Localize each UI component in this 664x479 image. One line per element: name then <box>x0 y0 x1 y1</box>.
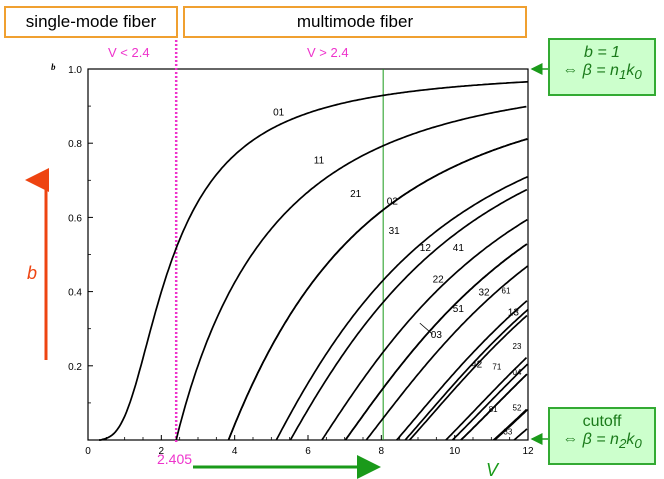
x-tick-label: 0 <box>85 446 91 457</box>
mode-label-51: 51 <box>453 304 465 315</box>
y-tick-label: 0.6 <box>68 213 82 224</box>
mode-label-01: 01 <box>273 107 285 118</box>
mode-03-leader <box>419 322 433 335</box>
cutoff-value-label: 2.405 <box>157 451 192 467</box>
axis-ticks: 0 2 4 6 8 10 120.20.40.60.81.0 <box>68 65 534 457</box>
v-greater-label: V > 2.4 <box>307 45 349 60</box>
single-mode-label: single-mode fiber <box>25 12 157 31</box>
mode-curve-03 <box>344 243 528 441</box>
mode-label-21: 21 <box>350 189 362 200</box>
mode-curve-61 <box>408 314 528 441</box>
reference-lines <box>174 40 384 444</box>
mode-label-33: 33 <box>503 427 512 436</box>
y-tick-label: 0.8 <box>68 139 82 150</box>
v-less-label: V < 2.4 <box>108 45 150 60</box>
cutoff-box: cutoff ⇔ β = n2k0 <box>548 407 656 465</box>
x-tick-label: 12 <box>522 446 534 457</box>
x-tick-label: 6 <box>305 446 311 457</box>
mode-label-22: 22 <box>433 274 445 285</box>
single-mode-header: single-mode fiber <box>4 6 178 38</box>
mode-labels: 01 11 21 02 31 12 41 22 03 51 32 61 13 42 71 23 04 81 52 33 <box>273 107 522 436</box>
b-equals-one-text: b = 1 <box>583 44 621 61</box>
mode-label-42: 42 <box>471 360 483 371</box>
mode-curve-04 <box>460 373 528 441</box>
mode-curve-01 <box>99 80 529 441</box>
x-tick-label: 4 <box>232 446 238 457</box>
mode-curve-42 <box>445 356 528 441</box>
mode-curve-11 <box>175 105 527 441</box>
mode-curves <box>99 80 529 441</box>
mode-label-11: 11 <box>314 156 325 167</box>
x-tick-label: 2 <box>159 446 165 457</box>
y-tick-label: 0.2 <box>68 362 82 373</box>
mode-curve-12 <box>289 188 528 441</box>
mode-label-32: 32 <box>478 287 490 298</box>
mode-curve-32 <box>396 300 528 441</box>
b-small-axis-label: b <box>51 62 56 72</box>
cutoff-text: cutoff <box>582 413 622 430</box>
mode-curve-02 <box>227 138 528 441</box>
beta-n2k0-text: ⇔ β = n2k0 <box>562 431 642 452</box>
mode-curve-13 <box>404 308 529 441</box>
mode-curve-41 <box>321 218 528 441</box>
mode-label-52: 52 <box>513 403 522 412</box>
multimode-header: multimode fiber <box>183 6 527 38</box>
mode-label-23: 23 <box>513 342 522 351</box>
mode-label-61: 61 <box>502 286 511 295</box>
mode-curve-31 <box>275 176 528 441</box>
mode-curve-51 <box>365 265 529 441</box>
beta-n1k0-text: ⇔ β = n1k0 <box>562 62 642 83</box>
mode-label-81: 81 <box>489 405 498 414</box>
x-tick-label: 8 <box>379 446 385 457</box>
mode-curve-33 <box>513 428 528 441</box>
y-tick-label: 1.0 <box>68 65 82 76</box>
b-axis-letter: b <box>27 263 37 283</box>
mode-curve-52 <box>492 408 528 441</box>
mode-label-03: 03 <box>431 330 443 341</box>
mode-label-13: 13 <box>508 308 520 319</box>
v-axis-letter: V <box>486 460 500 479</box>
mode-label-12: 12 <box>420 243 432 254</box>
mode-label-71: 71 <box>492 363 501 372</box>
multimode-label: multimode fiber <box>296 12 414 31</box>
mode-label-04: 04 <box>513 368 522 377</box>
mode-curve-71 <box>451 363 529 441</box>
b-equals-one-box: b = 1 ⇔ β = n1k0 <box>548 38 656 96</box>
mode-label-02: 02 <box>387 196 399 207</box>
y-tick-label: 0.4 <box>68 288 82 299</box>
mode-label-31: 31 <box>389 226 401 237</box>
mode-label-41: 41 <box>453 243 465 254</box>
x-tick-label: 10 <box>449 446 461 457</box>
